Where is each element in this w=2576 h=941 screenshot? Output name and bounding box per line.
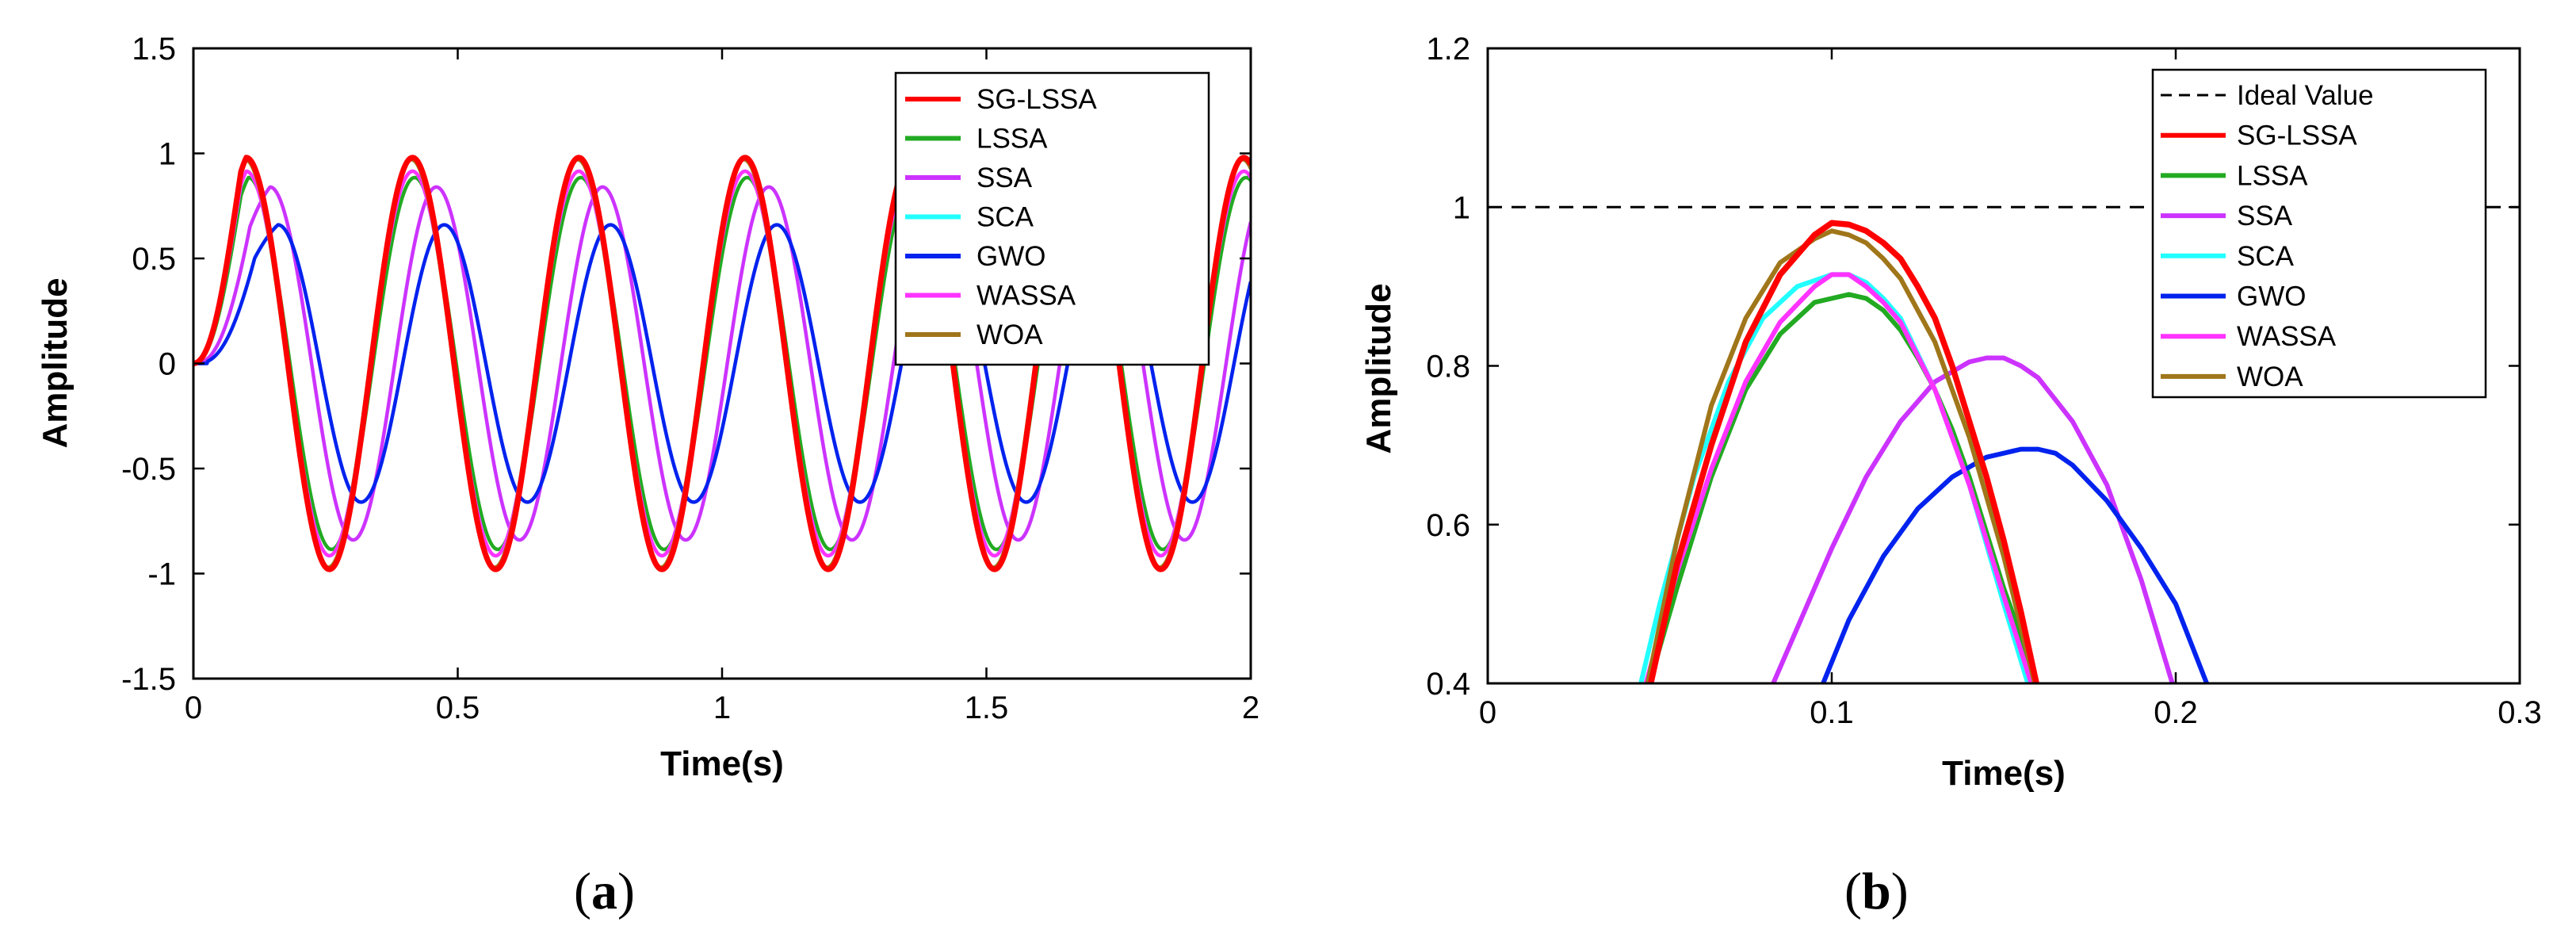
series-line-ssa-b [1771,355,2175,683]
ticks-b: 0 0.1 0.2 0.3 0.4 0.6 0.8 1 1.2 [1426,32,2541,730]
panel-a: 0 0.5 1 1.5 2-1.5-1-0.500.511.5 SG-LSSALSSAS… [36,32,1259,920]
x-tick-label-b: 0 [1479,695,1496,730]
legend-label-gwo-a: GWO [977,241,1045,272]
legend-label-wassa-b: WASSA [2237,321,2337,352]
panel-b: 0 0.1 0.2 0.3 0.4 0.6 0.8 1 1.2 Ideal Value SG-LS… [1359,32,2542,920]
legend-label-ssa-a: SSA [977,163,1033,193]
x-tick-label-b: 0.3 [2498,695,2542,730]
y-tick-label-a: 1.5 [132,32,176,67]
legend-box-b [2151,68,2487,399]
legend-b: Ideal Value SG-LSSA LSSA SSA SCA GWO WASSA WOA [2151,68,2487,399]
legend-label-sca-a: SCA [977,202,1034,233]
y-tick-label-b: 1.2 [1426,32,1470,67]
series-line-gwo-b [1821,446,2209,683]
legend-a: SG-LSSA LSSA SSA SCA GWO WASSA WOA [894,71,1210,366]
y-tick-label-a: -0.5 [121,452,176,487]
series-group-b [1488,205,2520,683]
y-axis-label-a: Amplitude [36,277,75,448]
x-tick-label-a: 2 [1242,690,1259,725]
y-tick-label-a: 0 [159,347,176,382]
ticks-a: 0 0.5 1 1.5 2 -1.5 -1 -0.5 0 0.5 1 1.5 [121,32,1259,725]
x-axis-label-a: Time(s) [660,744,784,783]
x-axis-label-b: Time(s) [1942,754,2066,793]
y-tick-label-b: 0.8 [1426,350,1470,384]
series-line-wassa-b [1643,272,2034,683]
legend-label-ideal-value: Ideal Value [2237,80,2374,111]
legend-label-sg-lssa-b: SG-LSSA [2237,120,2357,151]
legend-label-ssa-b: SSA [2237,201,2293,231]
y-tick-label-a: 0.5 [132,242,176,277]
legend-label-lssa-a: LSSA [977,124,1048,155]
y-tick-label-b: 1 [1453,190,1470,225]
legend-label-lssa-b: LSSA [2237,160,2308,191]
y-tick-label-a: -1 [147,557,176,592]
legend-label-sca-b: SCA [2237,241,2295,272]
legend-label-gwo-b: GWO [2237,281,2306,312]
series-line-sg-lssa-b [1648,220,2039,683]
y-tick-label-a: 1 [159,137,176,172]
legend-label-wassa-a: WASSA [977,281,1076,312]
x-tick-label-a: 0.5 [436,690,480,725]
x-tick-label-b: 0.2 [2154,695,2198,730]
x-tick-label-a: 1.5 [965,690,1009,725]
x-tick-label-a: 0 [185,690,202,725]
y-tick-label-b: 0.4 [1426,667,1470,702]
x-tick-label-b: 0.1 [1810,695,1854,730]
x-tick-label-a: 1 [713,690,731,725]
caption-b: (b) [1844,863,1909,920]
legend-label-woa-a: WOA [977,319,1043,350]
legend-label-sg-lssa-a: SG-LSSA [977,84,1097,115]
y-axis-label-b: Amplitude [1359,283,1398,453]
series-line-woa-b [1645,228,2037,683]
caption-a: (a) [574,863,635,920]
y-tick-label-a: -1.5 [121,662,176,697]
y-tick-label-b: 0.6 [1426,508,1470,543]
legend-label-woa-b: WOA [2237,361,2303,392]
